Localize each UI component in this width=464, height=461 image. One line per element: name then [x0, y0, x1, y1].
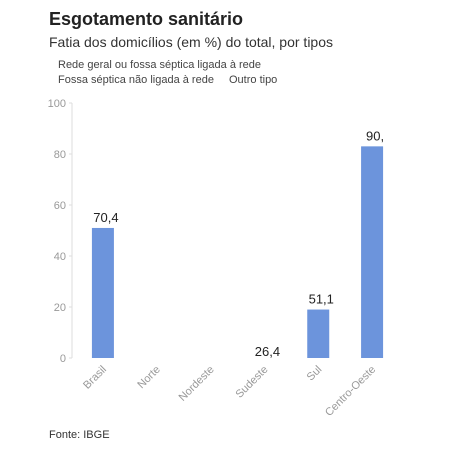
chart-subtitle: Fatia dos domicílios (em %) do total, po… [49, 34, 334, 50]
x-tick-label: Norte [135, 364, 163, 392]
y-tick-label: 40 [54, 251, 66, 263]
legend-item-rede-geral[interactable]: Rede geral ou fossa séptica ligada à red… [58, 59, 262, 71]
legend-item-fossa-septica[interactable]: Fossa séptica não ligada à rede [58, 74, 214, 86]
y-tick-label: 80 [54, 149, 66, 161]
x-tick-label: Brasil [81, 364, 109, 392]
y-tick-label: 60 [54, 200, 66, 212]
data-label: 26,4 [255, 344, 280, 359]
chart-title: Esgotamento sanitário [49, 9, 244, 29]
y-tick-label: 100 [48, 98, 66, 110]
source-note: Fonte: IBGE [49, 429, 110, 441]
y-tick-label: 0 [60, 353, 66, 365]
legend-item-outro-tipo[interactable]: Outro tipo [229, 74, 278, 86]
x-tick-label: Sul [305, 364, 325, 384]
bar [91, 227, 114, 358]
x-tick-label: Sudeste [234, 364, 271, 401]
legend: Rede geral ou fossa séptica ligada à red… [58, 58, 289, 88]
bar [361, 146, 384, 358]
bar [307, 309, 330, 358]
data-label: 70,4 [93, 210, 118, 225]
y-tick-label: 20 [54, 302, 66, 314]
x-tick-label: Nordeste [177, 364, 217, 404]
x-tick-label: Centro-Oeste [323, 364, 378, 419]
data-label: 90, [366, 128, 384, 143]
data-label: 51,1 [309, 292, 334, 307]
